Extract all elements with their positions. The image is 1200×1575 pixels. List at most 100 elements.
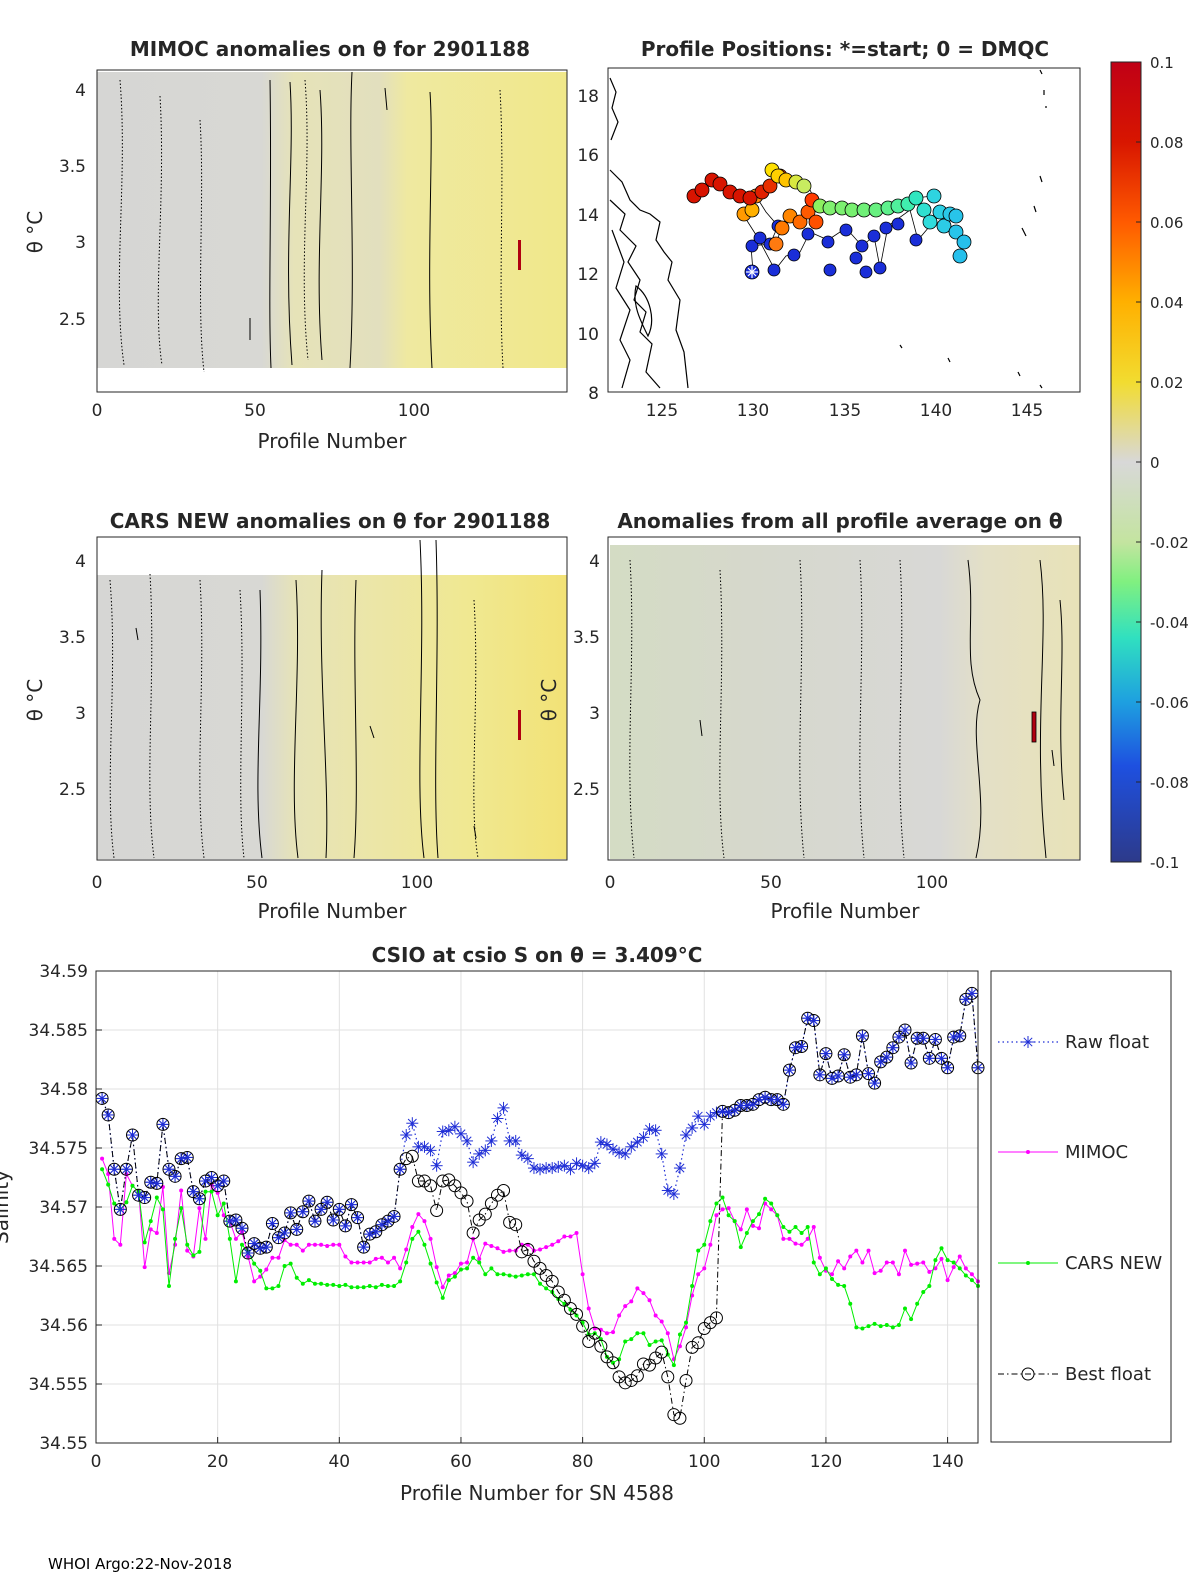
point-mimoc: [793, 1241, 798, 1246]
point-mimoc: [903, 1248, 908, 1253]
avg-red-marker: [1031, 711, 1037, 743]
colorbar-tick-label: -0.04: [1150, 614, 1189, 632]
point-mimoc: [830, 1272, 835, 1277]
point-cars-new: [848, 1301, 853, 1306]
point-best-float-star: [121, 1164, 132, 1175]
point-cars-new: [945, 1258, 950, 1263]
point-cars-new: [239, 1242, 244, 1247]
point-best-float-star: [772, 1094, 783, 1105]
point-cars-new: [398, 1279, 403, 1284]
point-cars-new: [276, 1284, 281, 1289]
point-best-float-star: [297, 1206, 308, 1217]
point-cars-new: [927, 1284, 932, 1289]
point-raw-float: [686, 1121, 699, 1134]
point-best-float: [661, 1370, 675, 1384]
point-raw-float: [667, 1188, 680, 1201]
point-best-float-star: [857, 1030, 868, 1041]
mimoc-ytick: 2.5: [59, 310, 86, 330]
series-line-mimoc: [101, 1158, 979, 1361]
point-raw-float: [607, 1143, 620, 1156]
point-cars-new: [325, 1282, 330, 1287]
point-cars-new: [726, 1213, 731, 1218]
point-cars-new: [696, 1248, 701, 1253]
y-tick-label: 34.56: [39, 1316, 88, 1336]
point-mimoc: [580, 1272, 585, 1277]
legend-item-mimoc: MIMOC: [998, 1142, 1128, 1163]
point-best-float-star: [790, 1042, 801, 1053]
point-best-float-star: [224, 1216, 235, 1227]
point-cars-new: [233, 1279, 238, 1284]
avg-title: Anomalies from all profile average on θ: [617, 509, 1062, 533]
point-mimoc: [787, 1236, 792, 1241]
positions-panel: Profile Positions: *=start; 0 = DMQC 18 …: [577, 37, 1081, 421]
point-raw-float: [497, 1101, 510, 1114]
point-best-float-star: [109, 1164, 120, 1175]
point-cars-new: [744, 1230, 749, 1235]
point-mimoc: [945, 1278, 950, 1283]
point-mimoc: [434, 1265, 439, 1270]
point-best-float: [156, 1117, 170, 1131]
series-best-float-overlay: [97, 988, 983, 1259]
y-tick-label: 34.59: [39, 962, 88, 982]
point-raw-float: [491, 1112, 504, 1125]
point-best-float-star: [942, 1062, 953, 1073]
point-mimoc: [203, 1236, 208, 1241]
point-cars-new: [830, 1276, 835, 1281]
point-cars-new: [836, 1282, 841, 1287]
point-raw-float: [673, 1162, 686, 1175]
point-best-float-star: [382, 1216, 393, 1227]
point-mimoc: [252, 1279, 257, 1284]
point-best-float-star: [747, 1099, 758, 1110]
point-cars-new: [404, 1260, 409, 1265]
point-cars-new: [531, 1272, 536, 1277]
point-best-float: [655, 1345, 669, 1359]
point-cars-new: [738, 1245, 743, 1250]
point-raw-float: [704, 1110, 717, 1123]
x-tick-label: 60: [450, 1452, 472, 1472]
point-cars-new: [306, 1278, 311, 1283]
point-mimoc: [842, 1266, 847, 1271]
point-cars-new: [227, 1236, 232, 1241]
point-raw-float: [637, 1131, 650, 1144]
point-cars-new: [489, 1266, 494, 1271]
point-best-float: [484, 1196, 498, 1210]
point-best-float-star: [869, 1078, 880, 1089]
point-mimoc: [392, 1255, 397, 1260]
point-mimoc: [288, 1242, 293, 1247]
legend-item-best-float: Best float: [998, 1364, 1151, 1385]
point-cars-new: [732, 1219, 737, 1224]
point-cars-new: [422, 1242, 427, 1247]
point-mimoc: [343, 1254, 348, 1259]
point-cars-new: [702, 1242, 707, 1247]
point-raw-float: [406, 1117, 419, 1130]
y-tick-label: 34.575: [29, 1139, 88, 1159]
point-best-float-star: [796, 1041, 807, 1052]
point-mimoc: [544, 1245, 549, 1250]
point-mimoc: [866, 1248, 871, 1253]
point-mimoc: [538, 1247, 543, 1252]
point-best-float-star: [218, 1176, 229, 1187]
y-tick-label: 34.58: [39, 1080, 88, 1100]
avg-ytick: 3: [589, 704, 600, 724]
point-best-float-star: [303, 1196, 314, 1207]
point-cars-new: [623, 1339, 628, 1344]
avg-ytick: 4: [589, 552, 600, 572]
avg-axes: [607, 536, 1081, 861]
point-best-float: [119, 1162, 133, 1176]
mimoc-ytick: 4: [75, 81, 86, 101]
point-mimoc: [611, 1330, 616, 1335]
x-tick-label: 120: [810, 1452, 842, 1472]
point-cars-new: [452, 1274, 457, 1279]
point-cars-new: [878, 1324, 883, 1329]
cars-panel: CARS NEW anomalies on θ for 2901188 4 3.…: [23, 509, 568, 923]
point-cars-new: [282, 1264, 287, 1268]
point-mimoc: [312, 1242, 317, 1247]
point-best-float: [308, 1214, 322, 1228]
positions-ytick: 8: [588, 384, 599, 404]
point-raw-float: [418, 1140, 431, 1153]
point-best-float: [168, 1169, 182, 1183]
avg-xtick: 50: [760, 873, 782, 893]
point-cars-new: [209, 1189, 214, 1194]
point-mimoc: [635, 1286, 640, 1291]
point-mimoc: [781, 1236, 786, 1241]
